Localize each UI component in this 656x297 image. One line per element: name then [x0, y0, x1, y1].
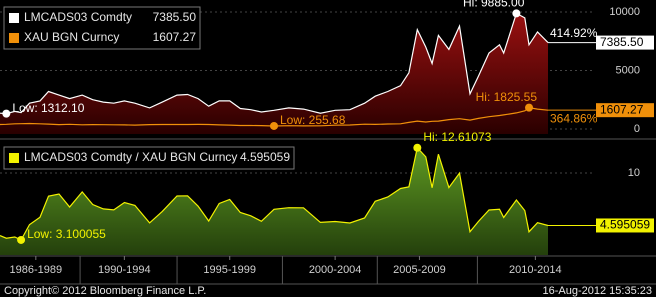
legend-label: LMCADS03 Comdty / XAU BGN Curncy	[24, 150, 237, 164]
value-box	[596, 103, 654, 118]
y-tick-label: 10	[628, 167, 640, 179]
copyright: Copyright© 2012 Bloomberg Finance L.P.	[4, 285, 206, 297]
extreme-label: Low: 255.68	[280, 113, 346, 127]
legend-value: 4.595059	[240, 150, 290, 164]
legend-label: XAU BGN Curncy	[24, 30, 119, 44]
legend-value: 7385.50	[153, 10, 197, 24]
plot: 0 5000 10000 Low: 1312.10 Hi: 9885.00 7385.50…	[0, 0, 654, 284]
extreme-label: Hi: 1825.55	[476, 90, 538, 104]
x-tick-label: 1990-1994	[98, 264, 151, 276]
y-tick-label: 0	[634, 123, 640, 135]
legend-box	[3, 146, 295, 170]
extreme-label: Hi: 12.61073	[423, 130, 491, 144]
change-label: 414.92%	[550, 26, 598, 40]
value-box	[596, 35, 654, 50]
value-box-label: 1607.27	[600, 102, 644, 116]
line	[0, 12, 549, 115]
extreme-label: Hi: 9885.00	[463, 0, 525, 10]
legend-swatch	[9, 13, 19, 23]
legend-swatch	[9, 33, 19, 43]
extreme-marker	[2, 109, 11, 118]
extreme-label: Low: 3.100055	[27, 227, 106, 241]
change-label: 364.86%	[550, 111, 598, 125]
y-tick-label: 10000	[609, 6, 640, 18]
extreme-marker	[17, 235, 26, 244]
value-box-label: 4.595059	[600, 218, 650, 232]
line	[0, 146, 549, 241]
x-tick-label: 2000-2004	[309, 264, 362, 276]
area	[0, 147, 548, 255]
x-tick-label: 2010-2014	[509, 264, 562, 276]
x-tick-label: 1986-1989	[10, 264, 63, 276]
timestamp: 16-Aug-2012 15:35:23	[543, 285, 652, 297]
extreme-marker	[413, 143, 422, 152]
y-tick-label: 5000	[616, 64, 640, 76]
value-box	[596, 218, 654, 233]
legend-value: 1607.27	[153, 30, 197, 44]
legend-box	[3, 6, 201, 50]
legend-swatch	[9, 153, 19, 163]
extreme-marker	[270, 121, 278, 130]
value-box-label: 7385.50	[600, 35, 644, 49]
extreme-marker	[512, 9, 521, 18]
extreme-label: Low: 1312.10	[12, 101, 84, 115]
legend-label: LMCADS03 Comdty	[24, 10, 132, 24]
x-tick-label: 1995-1999	[203, 264, 256, 276]
area	[0, 13, 548, 134]
extreme-marker	[525, 103, 534, 112]
x-tick-label: 2005-2009	[393, 264, 446, 276]
